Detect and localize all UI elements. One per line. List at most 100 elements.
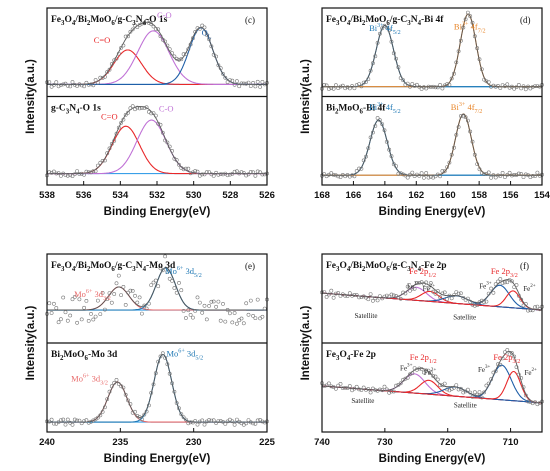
data-point — [86, 420, 91, 425]
data-point — [158, 266, 163, 271]
data-point — [500, 356, 505, 361]
data-point — [472, 34, 477, 39]
x-tick-label: 740 — [314, 437, 330, 448]
data-point — [326, 292, 331, 297]
data-point — [144, 306, 149, 311]
peak-label: Fe 2p1/2 — [410, 352, 437, 365]
x-tick-label: 158 — [471, 190, 487, 201]
data-point — [244, 81, 249, 86]
data-point — [170, 148, 175, 153]
data-point — [410, 82, 415, 86]
data-point — [174, 56, 179, 61]
data-point — [202, 303, 207, 308]
data-point — [352, 386, 357, 391]
data-point — [507, 170, 512, 175]
data-point — [193, 308, 198, 313]
data-point — [61, 417, 66, 422]
data-point — [61, 82, 66, 87]
data-point — [63, 173, 68, 177]
peak-label: Fe2+ — [424, 367, 437, 377]
data-point — [505, 82, 510, 87]
data-point — [452, 385, 456, 390]
data-point — [146, 110, 151, 114]
data-point — [241, 81, 246, 86]
peak-label: Satellite — [351, 397, 374, 405]
subplot-c-2: g-C3N4-O 1sC=O C-O — [45, 104, 269, 179]
data-point — [491, 83, 496, 88]
data-point — [167, 276, 172, 281]
data-point — [54, 306, 59, 310]
data-point — [128, 288, 133, 293]
data-point — [230, 171, 235, 176]
peak-label: C=O — [101, 111, 118, 121]
data-point — [137, 106, 142, 111]
data-point — [133, 107, 137, 112]
data-point — [458, 386, 463, 391]
data-point — [452, 71, 456, 76]
data-point — [116, 51, 121, 56]
data-point — [486, 381, 491, 386]
data-point — [142, 303, 147, 308]
data-point — [156, 27, 161, 32]
y-axis-label: Intensity(a.u.) — [25, 59, 37, 134]
data-point — [447, 293, 452, 298]
data-point — [535, 84, 540, 89]
data-point — [144, 105, 149, 110]
data-point — [170, 51, 175, 56]
data-point — [86, 318, 91, 323]
data-point — [116, 382, 121, 386]
data-point — [239, 81, 244, 86]
data-point — [472, 390, 477, 395]
data-point — [398, 296, 403, 301]
data-point — [105, 297, 110, 302]
data-point — [500, 281, 505, 286]
peak-label: Fe 2p3/2 — [493, 352, 520, 365]
data-point — [509, 173, 514, 178]
data-point — [96, 415, 100, 420]
data-point — [107, 67, 112, 72]
data-point — [364, 80, 368, 84]
data-point — [364, 154, 368, 159]
data-point — [412, 286, 417, 291]
data-point — [56, 171, 61, 176]
data-point — [188, 42, 193, 47]
data-point — [431, 374, 436, 378]
data-point — [514, 283, 519, 287]
data-point — [516, 171, 521, 176]
data-point — [158, 354, 163, 359]
y-axis-label: Intensity(a.u.) — [300, 59, 312, 134]
envelope-line — [47, 353, 267, 423]
data-point — [447, 160, 452, 165]
envelope-line — [47, 267, 267, 311]
data-point — [177, 57, 181, 62]
data-point — [472, 152, 477, 157]
data-point — [135, 25, 140, 30]
data-point — [255, 79, 260, 84]
data-point — [461, 295, 466, 300]
data-point — [63, 422, 68, 427]
data-point — [537, 173, 542, 178]
data-point — [107, 389, 112, 394]
data-point — [421, 370, 426, 375]
data-point — [91, 418, 96, 423]
data-point — [387, 147, 392, 152]
data-point — [405, 375, 410, 380]
data-point — [454, 383, 459, 388]
data-point — [214, 54, 219, 59]
data-point — [144, 409, 149, 414]
data-point — [498, 277, 503, 281]
data-point — [239, 316, 244, 321]
peak-label: Fe 2p3/2 — [491, 266, 518, 279]
data-point — [354, 384, 359, 389]
data-point — [52, 421, 56, 426]
data-point — [326, 87, 331, 91]
data-point — [77, 172, 82, 176]
data-point — [475, 162, 480, 167]
x-tick-label: 225 — [259, 437, 276, 448]
data-point — [107, 291, 112, 296]
data-point — [181, 308, 186, 313]
data-point — [56, 320, 61, 325]
data-point — [59, 173, 63, 178]
data-point — [91, 169, 96, 174]
data-point — [387, 294, 392, 299]
